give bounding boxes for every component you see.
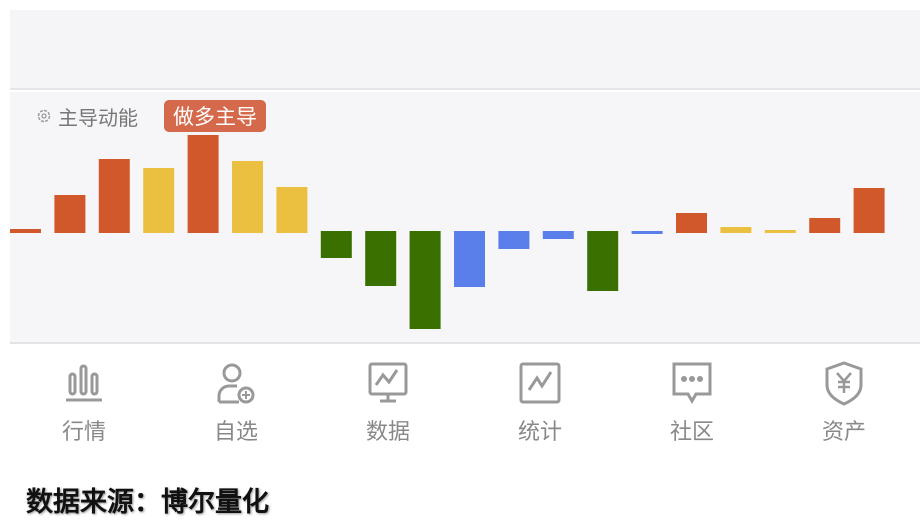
user-add-icon xyxy=(217,363,255,404)
bar-8 xyxy=(320,231,352,258)
bar-4 xyxy=(143,168,175,233)
yen-shield-icon xyxy=(825,361,863,406)
bar-18 xyxy=(764,230,796,233)
line-chart-icon xyxy=(519,362,561,404)
nav-label: 社区 xyxy=(669,420,714,445)
bar-9 xyxy=(365,231,397,286)
monitor-chart-icon xyxy=(368,362,408,403)
bar-6 xyxy=(232,161,263,233)
nav-item-watchlist[interactable]: 自选 xyxy=(160,360,312,455)
bar-15 xyxy=(631,231,663,234)
bar-16 xyxy=(676,213,707,233)
bottom-nav: 行情 自选 数据 统计 社区 资产 xyxy=(0,360,920,455)
bar-13 xyxy=(542,231,574,239)
bar-12 xyxy=(498,231,530,249)
bar-11 xyxy=(454,231,485,287)
nav-label: 自选 xyxy=(213,420,258,445)
bar-14 xyxy=(587,231,619,291)
data-source-caption: 数据来源：博尔量化 xyxy=(26,487,269,518)
bar-17 xyxy=(720,227,752,233)
nav-label: 行情 xyxy=(61,420,106,445)
chat-bubble-icon xyxy=(672,362,712,405)
top-blank-area xyxy=(10,10,920,90)
nav-item-community[interactable]: 社区 xyxy=(616,360,768,455)
bar-10 xyxy=(409,231,441,329)
nav-item-stats[interactable]: 统计 xyxy=(464,360,616,455)
panel-title: 主导动能 xyxy=(58,105,138,130)
bar-chart-icon xyxy=(66,364,102,402)
bar-3 xyxy=(98,159,130,233)
gear-icon[interactable] xyxy=(36,108,52,124)
status-badge: 做多主导 xyxy=(164,100,266,132)
bar-20 xyxy=(853,188,885,233)
nav-label: 数据 xyxy=(365,420,410,445)
bar-5 xyxy=(187,135,219,233)
bar-2 xyxy=(54,195,86,233)
nav-label: 资产 xyxy=(821,420,866,445)
bar-1 xyxy=(10,229,41,233)
nav-item-assets[interactable]: 资产 xyxy=(768,360,920,455)
panel-header: 主导动能 做多主导 xyxy=(36,100,266,132)
momentum-bar-chart xyxy=(10,135,885,329)
bar-7 xyxy=(276,187,308,233)
nav-label: 统计 xyxy=(517,420,562,445)
bar-19 xyxy=(809,218,841,233)
nav-item-market[interactable]: 行情 xyxy=(8,360,160,455)
nav-item-data[interactable]: 数据 xyxy=(312,360,464,455)
